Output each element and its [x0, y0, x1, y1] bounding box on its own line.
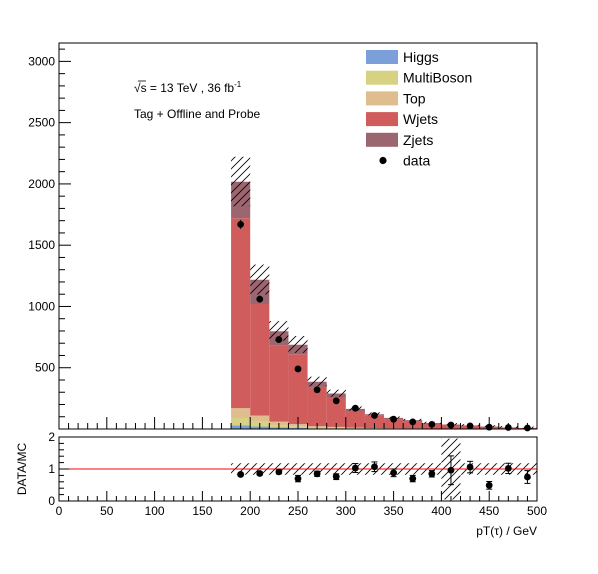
x-tick-label: 400 [431, 504, 451, 518]
y-tick-label: 2500 [28, 116, 55, 130]
data-point [275, 336, 283, 343]
x-tick-label: 450 [479, 504, 499, 518]
ratio-point [504, 464, 512, 472]
ratio-point [294, 475, 302, 482]
legend-swatch [366, 50, 398, 64]
data-point [351, 404, 359, 412]
ratio-point [428, 470, 436, 478]
stacked-bars [231, 181, 537, 429]
ratio-point [466, 463, 474, 471]
data-point [313, 386, 321, 394]
uncertainty-bin [231, 156, 251, 207]
x-tick-label: 250 [288, 504, 308, 518]
data-point [332, 397, 340, 405]
bar-wjets [307, 386, 327, 427]
ratio-point [447, 466, 455, 474]
bar-top [250, 415, 270, 422]
legend-label: Higgs [403, 49, 439, 65]
legend-label: Wjets [403, 111, 438, 127]
bar-wjets [250, 304, 270, 416]
selection-label: Tag + Offline and Probe [134, 107, 261, 121]
data-point [409, 418, 417, 426]
bar-wjets [364, 415, 385, 429]
energy-label: √s = 13 TeV , 36 fb-1 [134, 80, 242, 95]
ratio-point [332, 473, 340, 481]
uncertainty-bin [250, 264, 270, 295]
ratio-point [371, 463, 378, 471]
y-tick-label: 1000 [28, 299, 55, 313]
ratio-y-tick-label: 1 [48, 462, 55, 476]
ratio-ylabel: DATA/MC [15, 443, 29, 496]
ratio-axes: 0 1 2 0 50 100 150 200 250 300 350 400 450 500 [48, 430, 547, 518]
ratio-point [390, 469, 397, 477]
legend-label: Top [403, 90, 426, 106]
legend-marker-data [379, 156, 387, 165]
x-tick-label: 150 [192, 504, 212, 518]
bar-multiboson [231, 417, 251, 426]
x-tick-label: 200 [240, 504, 260, 518]
ratio-point [256, 470, 264, 477]
ratio-point [485, 481, 493, 489]
x-tick-label: 0 [56, 504, 63, 518]
legend-label: Zjets [403, 132, 433, 148]
ratio-points [237, 455, 531, 490]
ratio-point [313, 470, 321, 478]
x-tick-label: 100 [145, 504, 165, 518]
x-tick-label: 350 [384, 504, 404, 518]
y-tick-label: 3000 [28, 54, 55, 68]
data-point [256, 295, 264, 303]
x-tick-label: 50 [100, 504, 114, 518]
bar-wjets [326, 397, 346, 427]
bar-top [231, 408, 251, 418]
data-points [237, 219, 531, 432]
data-point [294, 365, 302, 373]
legend: Higgs MultiBoson Top Wjets Zjets data [366, 49, 472, 169]
data-point [237, 220, 245, 228]
data-point [371, 412, 378, 419]
uncertainty-bin [288, 335, 308, 353]
legend-label: data [403, 153, 430, 169]
ratio-point [275, 468, 283, 476]
legend-swatch [366, 112, 398, 127]
ratio-y-tick-label: 0 [48, 494, 55, 508]
uncertainty-bin [307, 376, 327, 387]
bar-wjets [345, 410, 365, 428]
y-tick-label: 2000 [28, 177, 55, 191]
ratio-point [409, 475, 417, 482]
y-tick-label: 1500 [28, 238, 55, 252]
ratio-point [351, 464, 359, 472]
ratio-point [237, 471, 245, 478]
main-axes: 500 1000 1500 2000 2500 3000 [28, 48, 538, 429]
x-axis-label: pT(τ) / GeV [476, 524, 537, 538]
ratio-point [524, 473, 531, 481]
x-tick-label: 500 [527, 504, 547, 518]
legend-label: MultiBoson [403, 70, 472, 86]
bar-wjets [288, 354, 308, 425]
legend-swatch [366, 70, 398, 85]
legend-swatch [366, 132, 398, 147]
bar-wjets [231, 218, 251, 409]
x-tick-label: 300 [336, 504, 356, 518]
bar-wjets [269, 345, 289, 422]
uncertainty-bin [326, 389, 346, 397]
legend-swatch [366, 91, 398, 106]
uncertainty-bin [269, 321, 289, 341]
ratio-y-tick-label: 2 [48, 430, 55, 444]
y-tick-label: 500 [35, 361, 55, 375]
